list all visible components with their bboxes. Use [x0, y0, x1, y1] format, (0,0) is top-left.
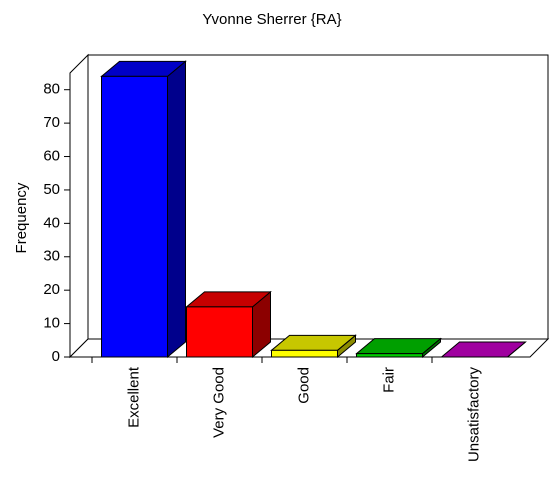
x-tick-label: Excellent: [125, 366, 142, 428]
bar: [356, 353, 423, 358]
y-tick-label: 60: [43, 147, 60, 164]
y-tick-label: 30: [43, 248, 60, 265]
x-tick-label: Unsatisfactory: [465, 367, 482, 463]
y-tick-label: 80: [43, 81, 60, 98]
chart-title: Yvonne Sherrer {RA}: [202, 11, 341, 28]
bar: [271, 349, 338, 358]
y-tick-label: 20: [43, 281, 60, 298]
x-tick-label: Good: [295, 367, 312, 404]
y-tick-label: 0: [52, 348, 60, 365]
x-tick-label: Very Good: [210, 367, 227, 438]
y-axis-label: Frequency: [13, 182, 30, 253]
y-tick-label: 50: [43, 181, 60, 198]
bar: [186, 306, 253, 358]
bar-top: [440, 341, 527, 358]
y-tick-label: 40: [43, 214, 60, 231]
side-wall: [69, 53, 89, 359]
y-tick-label: 10: [43, 315, 60, 332]
y-tick-label: 70: [43, 114, 60, 131]
bar: [101, 75, 168, 358]
x-tick-label: Fair: [380, 367, 397, 393]
bar-side: [167, 60, 186, 359]
